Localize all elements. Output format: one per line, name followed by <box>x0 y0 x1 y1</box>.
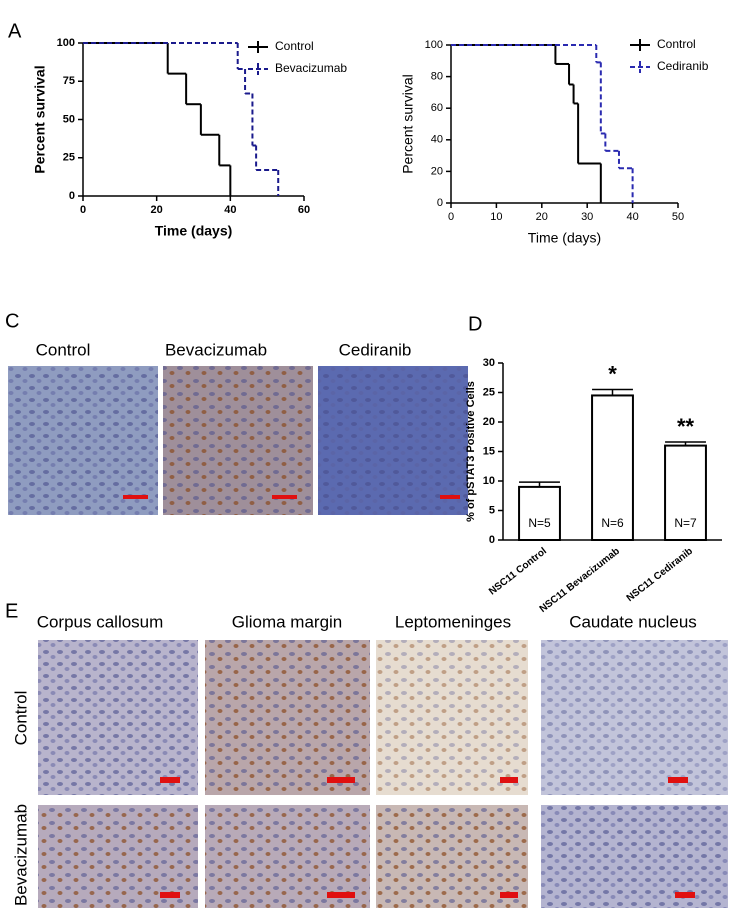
scale-bar <box>160 777 180 783</box>
legend-label: Cediranib <box>657 59 709 73</box>
panel-e: Corpus callosum Glioma margin Leptomenin… <box>11 612 728 908</box>
y-tick-label: 20 <box>483 416 495 428</box>
micrograph-texture <box>38 640 198 795</box>
scale-bar <box>327 892 355 898</box>
y-tick-label: 25 <box>483 386 495 398</box>
chart: 0 25 50 75 100 Percent survival 0 20 40 60 Time (d… <box>32 37 348 239</box>
x-tick-label: 40 <box>224 204 236 216</box>
scale-bar <box>160 892 180 898</box>
row-title: Control <box>11 691 30 746</box>
y-tick-label: 10 <box>483 475 495 487</box>
x-tick-label: NSC11 Control <box>487 546 549 598</box>
y-tick-label: 0 <box>69 190 75 202</box>
scale-bar <box>440 495 460 499</box>
panel-c: Control Bevacizumab Cediranib <box>8 340 468 515</box>
x-tick-label: 10 <box>490 211 502 223</box>
bar <box>591 394 634 542</box>
column-title: Caudate nucleus <box>569 612 697 631</box>
scale-bar <box>668 777 688 783</box>
x-axis-label: Time (days) <box>528 230 601 246</box>
y-axis-label: Percent survival <box>32 65 48 173</box>
scale-bar <box>123 495 148 499</box>
micrograph-texture <box>163 366 313 515</box>
micrograph-texture <box>8 366 158 515</box>
y-tick-label: 80 <box>431 71 443 83</box>
legend-label: Bevacizumab <box>275 61 347 75</box>
panel-label: C <box>5 310 19 332</box>
bar <box>664 444 707 542</box>
panel-label: D <box>468 313 482 335</box>
micrograph-texture <box>376 805 528 908</box>
bar-label: N=6 <box>601 516 624 530</box>
column-title: Glioma margin <box>232 612 343 631</box>
y-tick-label: 100 <box>425 39 443 51</box>
column-title: Leptomeninges <box>395 612 511 631</box>
row-title: Bevacizumab <box>11 804 30 906</box>
image-caption: Cediranib <box>339 340 412 359</box>
column-title: Corpus callosum <box>37 612 164 631</box>
x-tick-label: NSC11 Cediranib <box>625 546 695 604</box>
x-axis-label: Time (days) <box>155 223 233 239</box>
y-tick-label: 25 <box>63 152 75 164</box>
image-caption: Control <box>36 340 91 359</box>
y-tick-label: 60 <box>431 102 443 114</box>
y-tick-label: 30 <box>483 357 495 369</box>
bar <box>518 485 561 541</box>
micrograph-texture <box>376 640 528 795</box>
chart: 0 5 10 15 20 25 30 % of pSTAT3 Positive Cells N=… <box>465 357 722 615</box>
micrograph-texture <box>205 805 370 908</box>
x-tick-label: 0 <box>448 211 454 223</box>
y-tick-label: 100 <box>57 37 75 49</box>
scale-bar <box>272 495 297 499</box>
x-tick-label: 30 <box>581 211 593 223</box>
y-tick-label: 5 <box>489 504 495 516</box>
significance-mark: ** <box>677 414 695 439</box>
legend-label: Control <box>657 37 696 51</box>
legend-label: Control <box>275 39 314 53</box>
y-axis-label: % of pSTAT3 Positive Cells <box>465 381 477 522</box>
image-caption: Bevacizumab <box>165 340 267 359</box>
micrograph-texture <box>205 640 370 795</box>
y-tick-label: 15 <box>483 445 495 457</box>
x-tick-label: 50 <box>672 211 684 223</box>
panel-label: A <box>8 20 22 42</box>
y-tick-label: 75 <box>63 75 75 87</box>
x-tick-label: 60 <box>298 204 310 216</box>
bar-label: N=7 <box>674 516 697 530</box>
micrograph-texture <box>318 366 468 515</box>
scale-bar <box>327 777 355 783</box>
micrograph-texture <box>541 640 728 795</box>
panel-label: E <box>5 600 18 622</box>
x-tick-label: 20 <box>151 204 163 216</box>
x-tick-label: 40 <box>626 211 638 223</box>
y-tick-label: 40 <box>431 134 443 146</box>
micrograph-texture <box>38 805 198 908</box>
micrograph-texture <box>541 805 728 908</box>
y-axis-label: Percent survival <box>400 74 416 174</box>
scale-bar <box>500 777 518 783</box>
scale-bar <box>500 892 518 898</box>
chart: 0 20 40 60 80 100 Percent survival 0 10 20 30 40 50 T… <box>400 37 709 246</box>
y-tick-label: 0 <box>489 534 495 546</box>
x-tick-label: NSC11 Bevacizumab <box>538 546 622 615</box>
x-tick-label: 0 <box>80 204 86 216</box>
scale-bar <box>675 892 695 898</box>
y-tick-label: 50 <box>63 113 75 125</box>
significance-mark: * <box>608 361 617 386</box>
y-tick-label: 20 <box>431 165 443 177</box>
bar-label: N=5 <box>528 516 551 530</box>
y-tick-label: 0 <box>437 197 443 209</box>
x-tick-label: 20 <box>536 211 548 223</box>
